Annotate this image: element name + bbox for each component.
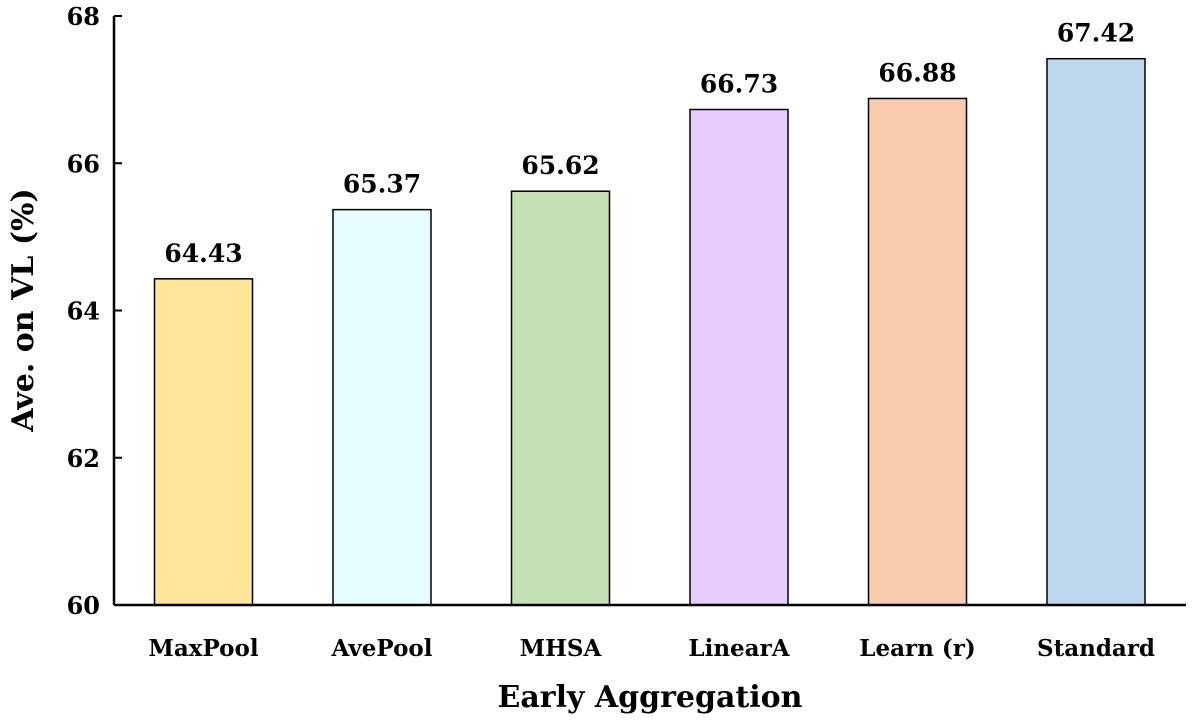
value-label-2: 65.62: [521, 151, 599, 180]
value-label-4: 66.88: [878, 58, 956, 87]
bar-3: [689, 108, 789, 606]
category-label-2: MHSA: [520, 635, 603, 662]
y-axis-title: Ave. on VL (%): [6, 188, 41, 432]
category-label-1: AvePool: [330, 635, 432, 662]
category-label-0: MaxPool: [148, 635, 258, 662]
bars-group: [153, 57, 1146, 606]
value-label-0: 64.43: [164, 239, 242, 268]
value-label-5: 67.42: [1057, 19, 1135, 48]
bar-4: [867, 97, 968, 606]
y-tick-label-2: 64: [67, 297, 100, 326]
y-tick-label-4: 68: [67, 2, 100, 31]
category-label-5: Standard: [1037, 635, 1155, 662]
value-label-3: 66.73: [700, 70, 778, 99]
category-label-4: Learn (r): [859, 635, 975, 662]
bar-2: [510, 190, 611, 606]
value-labels-group: 64.43 65.37 65.62 66.73 66.88 67.42: [164, 19, 1135, 268]
y-tick-label-0: 60: [67, 591, 100, 620]
x-axis-category-labels-group: MaxPool AvePool MHSA LinearA Learn (r) Standa…: [148, 635, 1155, 662]
bar-1: [332, 208, 432, 606]
value-label-1: 65.37: [343, 170, 421, 199]
y-axis-ticks-group: 60 62 64 66 68: [67, 2, 122, 620]
y-tick-label-1: 62: [67, 444, 100, 473]
x-axis-title: Early Aggregation: [498, 680, 803, 715]
category-label-3: LinearA: [688, 635, 790, 662]
bar-5: [1046, 57, 1146, 606]
y-tick-label-3: 66: [67, 149, 100, 178]
bar-0: [153, 278, 254, 606]
